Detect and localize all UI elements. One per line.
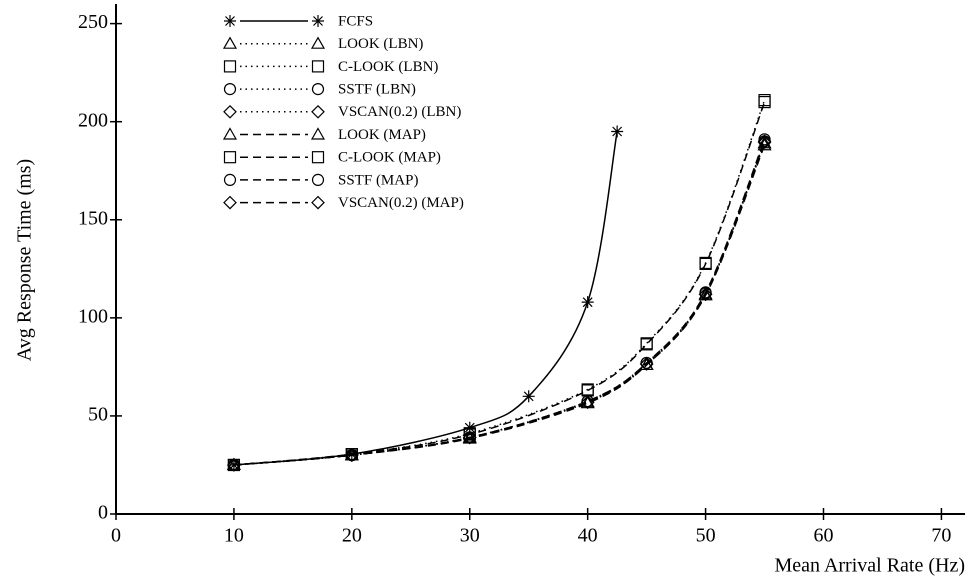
series-line	[233, 101, 766, 466]
legend-marker	[222, 36, 238, 49]
series-line	[233, 142, 766, 466]
data-point	[580, 395, 595, 410]
x-tick-label: 60	[814, 525, 834, 547]
data-point	[699, 257, 712, 271]
legend-label: C-LOOK (MAP)	[338, 150, 441, 166]
legend-label: SSTF (LBN)	[338, 82, 416, 98]
legend-label: FCFS	[338, 13, 373, 29]
legend-marker	[310, 127, 326, 140]
data-point	[640, 338, 653, 351]
x-tick-label: 30	[460, 525, 480, 547]
data-point	[758, 95, 771, 109]
legend-marker	[311, 60, 325, 73]
legend-marker	[223, 82, 237, 96]
series-line	[233, 139, 766, 466]
series-line	[233, 99, 766, 466]
legend-marker	[224, 15, 236, 27]
series-line	[233, 141, 766, 466]
data-point	[757, 135, 772, 150]
data-point	[758, 133, 771, 146]
data-point	[462, 430, 477, 445]
data-point	[611, 125, 624, 138]
x-tick-label: 70	[931, 525, 951, 547]
legend-marker	[223, 151, 237, 164]
series-line	[233, 142, 766, 466]
x-axis-label: Mean Arrival Rate (Hz)	[775, 555, 965, 577]
legend-marker	[312, 15, 324, 27]
legend-marker	[311, 151, 325, 164]
legend-marker	[223, 195, 237, 210]
data-point	[699, 286, 712, 299]
data-point	[463, 428, 476, 441]
legend-marker	[310, 36, 326, 49]
x-tick-label: 0	[111, 525, 121, 547]
x-tick-label: 10	[224, 525, 244, 547]
x-tick-label: 50	[696, 525, 716, 547]
legend-marker	[223, 60, 237, 73]
x-tick-label: 20	[342, 525, 362, 547]
series-line	[233, 141, 766, 466]
legend-marker	[223, 104, 237, 119]
data-point	[522, 390, 535, 403]
legend-label: SSTF (MAP)	[338, 172, 418, 188]
data-point	[227, 458, 241, 472]
data-point	[581, 296, 594, 309]
legend-marker	[311, 82, 325, 96]
legend-marker	[311, 173, 325, 186]
legend-label: LOOK (LBN)	[338, 36, 423, 52]
legend-marker	[223, 173, 237, 186]
y-tick-label: 150	[78, 207, 108, 229]
y-tick-label: 100	[78, 305, 108, 327]
series-line	[233, 131, 618, 466]
legend-label: LOOK (MAP)	[338, 127, 426, 143]
legend-marker	[222, 127, 238, 140]
x-tick-label: 40	[578, 525, 598, 547]
legend-label: C-LOOK (LBN)	[338, 59, 438, 75]
y-tick-label: 200	[78, 109, 108, 131]
data-point	[757, 134, 772, 149]
y-tick-label: 250	[78, 11, 108, 33]
legend-label: VSCAN(0.2) (LBN)	[338, 104, 461, 120]
legend-marker	[311, 195, 325, 210]
legend-marker	[311, 104, 325, 119]
y-tick-label: 50	[88, 404, 108, 426]
data-point	[639, 357, 654, 371]
data-point	[344, 448, 359, 463]
y-tick-label: 0	[98, 502, 108, 524]
y-axis-label: Avg Response Time (ms)	[14, 159, 36, 361]
data-point	[698, 287, 713, 302]
legend-label: VSCAN(0.2) (MAP)	[338, 195, 464, 211]
